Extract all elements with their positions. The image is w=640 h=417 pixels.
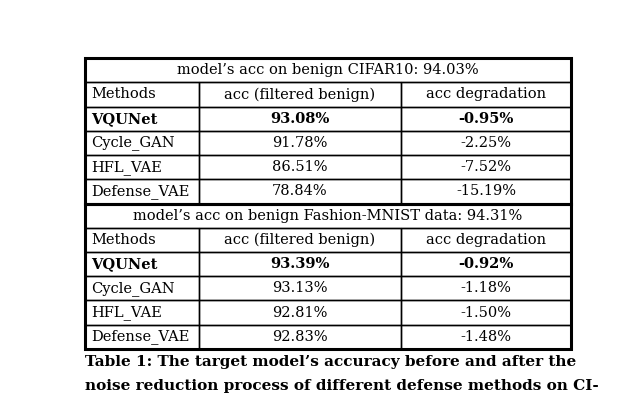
Bar — [199, 179, 401, 203]
Text: -2.25%: -2.25% — [460, 136, 511, 150]
Text: acc degradation: acc degradation — [426, 233, 546, 247]
Text: Table 1: The target model’s accuracy before and after the: Table 1: The target model’s accuracy bef… — [85, 355, 576, 369]
Bar — [85, 252, 199, 276]
Text: 92.83%: 92.83% — [272, 330, 328, 344]
Bar — [401, 82, 571, 107]
Text: Defense_VAE: Defense_VAE — [91, 329, 189, 344]
Text: VQUNet: VQUNet — [91, 112, 157, 126]
Text: Methods: Methods — [91, 88, 156, 101]
Bar — [85, 155, 199, 179]
Text: 78.84%: 78.84% — [272, 184, 328, 198]
Bar — [401, 228, 571, 252]
Bar — [85, 131, 199, 155]
Text: 86.51%: 86.51% — [272, 160, 328, 174]
Text: 93.08%: 93.08% — [270, 112, 330, 126]
Bar — [401, 276, 571, 301]
Text: 93.39%: 93.39% — [270, 257, 330, 271]
Bar — [85, 203, 571, 349]
Text: noise reduction process of different defense methods on CI-: noise reduction process of different def… — [85, 379, 598, 393]
Text: Defense_VAE: Defense_VAE — [91, 184, 189, 199]
Bar — [85, 58, 571, 82]
Text: -0.95%: -0.95% — [458, 112, 514, 126]
Text: HFL_VAE: HFL_VAE — [91, 305, 162, 320]
Text: VQUNet: VQUNet — [91, 257, 157, 271]
Text: Methods: Methods — [91, 233, 156, 247]
Text: Cycle_GAN: Cycle_GAN — [91, 281, 175, 296]
Bar — [199, 228, 401, 252]
Text: model’s acc on benign Fashion-MNIST data: 94.31%: model’s acc on benign Fashion-MNIST data… — [133, 208, 523, 223]
Bar — [401, 131, 571, 155]
Bar — [85, 325, 199, 349]
Bar — [85, 58, 571, 203]
Bar — [85, 107, 199, 131]
Bar — [401, 301, 571, 325]
Bar — [85, 179, 199, 203]
Bar — [401, 155, 571, 179]
Bar — [199, 301, 401, 325]
Bar — [401, 179, 571, 203]
Bar — [199, 325, 401, 349]
Bar — [199, 252, 401, 276]
Text: 91.78%: 91.78% — [273, 136, 328, 150]
Bar — [199, 107, 401, 131]
Bar — [85, 203, 571, 228]
Bar — [199, 82, 401, 107]
Bar — [85, 82, 199, 107]
Bar — [85, 228, 199, 252]
Text: -1.50%: -1.50% — [460, 306, 511, 319]
Bar — [401, 252, 571, 276]
Text: model’s acc on benign CIFAR10: 94.03%: model’s acc on benign CIFAR10: 94.03% — [177, 63, 479, 77]
Text: -15.19%: -15.19% — [456, 184, 516, 198]
Bar — [401, 325, 571, 349]
Bar — [401, 107, 571, 131]
Text: acc degradation: acc degradation — [426, 88, 546, 101]
Text: acc (filtered benign): acc (filtered benign) — [225, 233, 376, 247]
Text: Cycle_GAN: Cycle_GAN — [91, 136, 175, 151]
Bar — [199, 276, 401, 301]
Text: acc (filtered benign): acc (filtered benign) — [225, 87, 376, 102]
Bar — [199, 131, 401, 155]
Bar — [85, 301, 199, 325]
Text: -7.52%: -7.52% — [460, 160, 511, 174]
Text: HFL_VAE: HFL_VAE — [91, 160, 162, 175]
Text: 92.81%: 92.81% — [273, 306, 328, 319]
Text: -1.48%: -1.48% — [460, 330, 511, 344]
Bar — [85, 276, 199, 301]
Bar — [199, 155, 401, 179]
Text: 93.13%: 93.13% — [272, 281, 328, 295]
Text: -1.18%: -1.18% — [461, 281, 511, 295]
Text: -0.92%: -0.92% — [458, 257, 514, 271]
